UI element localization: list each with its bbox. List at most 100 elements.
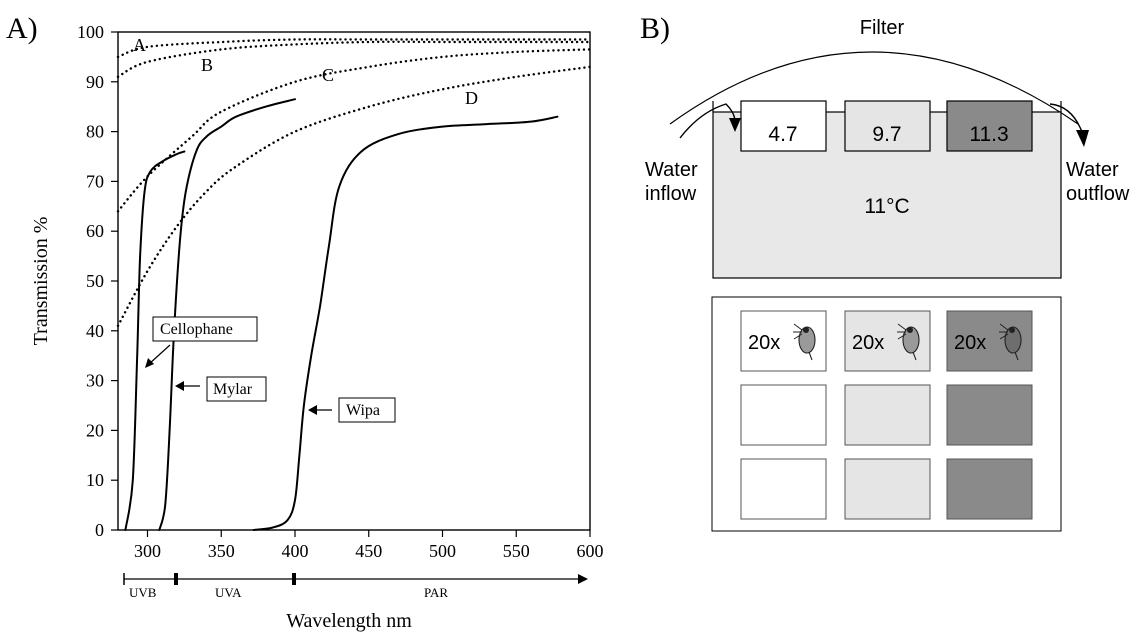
daphnia-eye	[803, 327, 809, 333]
jar-r2-c1	[740, 384, 827, 446]
jar-r2-c2	[844, 384, 931, 446]
temp-value-cold: 4.7	[768, 123, 797, 146]
daphnia-icon	[793, 323, 816, 361]
daphnia-antennae	[897, 323, 907, 340]
y-tick-label: 80	[86, 122, 104, 142]
callout-mylar-box	[206, 376, 267, 402]
daphnia-antennae	[793, 323, 803, 340]
series-wipa-line	[252, 115, 559, 531]
jar-r2-c3	[946, 384, 1033, 446]
jar-r3-c2	[844, 458, 931, 520]
y-tick-label: 20	[86, 420, 104, 440]
x-axis-label: Wavelength nm	[286, 610, 412, 632]
jar-r3-c1	[740, 458, 827, 520]
tank-temperature: 11°C	[864, 195, 909, 218]
panel-a-label: A)	[6, 12, 38, 45]
jar-r3-c3	[946, 458, 1033, 520]
y-tick-label: 70	[86, 171, 104, 191]
x-ticks: 300 350 400 450 500 550 600	[134, 530, 604, 561]
temp-box-warm	[946, 100, 1033, 152]
temp-value-warm: 11.3	[969, 123, 1008, 146]
series-b-line	[116, 40, 592, 78]
callout-mylar: Mylar	[175, 376, 267, 402]
outflow-arrow	[1049, 103, 1083, 133]
callout-wipa: Wipa	[308, 397, 396, 423]
jar-grid: 20x 20x 20x	[740, 310, 1033, 520]
water-inflow-line2: inflow	[645, 183, 697, 205]
callout-mylar-text: Mylar	[213, 381, 253, 398]
y-tick-label: 10	[86, 470, 104, 490]
x-tick-label: 450	[355, 541, 382, 561]
callout-cellophane: Cellophane	[145, 316, 258, 368]
x-tick-label: 550	[503, 541, 530, 561]
callout-cellophane-arrowhead	[145, 358, 154, 368]
y-tick-label: 50	[86, 271, 104, 291]
outflow-arrowhead	[1076, 130, 1089, 147]
band-tick-uva-par	[292, 573, 296, 585]
plot-frame	[117, 31, 591, 531]
x-tick-label: 400	[282, 541, 309, 561]
callout-wipa-arrowhead	[308, 405, 317, 415]
y-tick-label: 0	[95, 520, 104, 540]
y-tick-label: 30	[86, 371, 104, 391]
x-tick-label: 350	[208, 541, 235, 561]
jar-count-label: 20x	[852, 332, 884, 354]
filter-arc	[669, 51, 1079, 125]
jar-count-label: 20x	[748, 332, 780, 354]
series-c-line	[116, 48, 592, 213]
panel-a: A) 0 10 20 30 40 50 60 70 80 90 100 300 350 400 450 50…	[6, 12, 604, 632]
y-tick-label: 40	[86, 321, 104, 341]
daphnia-eye	[907, 327, 913, 333]
daphnia-antennae	[999, 323, 1009, 340]
band-bar-arrowhead	[578, 574, 588, 584]
curve-label-b: B	[201, 55, 213, 75]
band-tick-uvb-uva	[174, 573, 178, 585]
band-bar: UVB UVA PAR	[123, 573, 588, 600]
band-label-uvb: UVB	[129, 585, 157, 600]
filter-label: Filter	[860, 17, 905, 39]
curve-label-a: A	[133, 35, 146, 55]
band-label-uva: UVA	[215, 585, 242, 600]
daphnia-body	[798, 326, 816, 354]
callout-cellophane-text: Cellophane	[160, 321, 233, 338]
callout-cellophane-box	[152, 316, 258, 342]
daphnia-icon	[897, 323, 920, 361]
band-label-par: PAR	[424, 585, 448, 600]
water-outflow-line1: Water	[1066, 159, 1119, 181]
curve-label-d: D	[465, 88, 478, 108]
x-tick-label: 500	[429, 541, 456, 561]
callout-mylar-arrowhead	[175, 381, 184, 391]
series-a-line	[116, 38, 592, 59]
panel-b: B) Filter 4.7 9.7 11.3 Water inflow Wate…	[640, 12, 1130, 532]
y-tick-label: 60	[86, 221, 104, 241]
y-ticks: 0 10 20 30 40 50 60 70 80 90 100	[77, 22, 118, 540]
water-inflow-line1: Water	[645, 159, 698, 181]
series-cellophane-line	[124, 150, 186, 531]
inflow-arrowhead	[729, 118, 741, 132]
series-group	[116, 38, 592, 531]
water-outflow-line2: outflow	[1066, 183, 1130, 205]
daphnia-icon	[999, 323, 1022, 361]
daphnia-body	[1004, 326, 1022, 354]
daphnia-tail	[1014, 351, 1019, 361]
daphnia-tail	[808, 351, 813, 361]
daphnia-tail	[912, 351, 917, 361]
curve-label-c: C	[322, 65, 334, 85]
temp-box-medium	[844, 100, 931, 152]
jar-count-label: 20x	[954, 332, 986, 354]
panel-b-label: B)	[640, 12, 670, 45]
daphnia-eye	[1009, 327, 1015, 333]
y-axis-label: Transmission %	[30, 217, 52, 346]
callout-wipa-text: Wipa	[346, 402, 380, 419]
inflow-arrow	[679, 103, 736, 139]
y-tick-label: 100	[77, 22, 104, 42]
x-tick-label: 300	[134, 541, 161, 561]
temp-box-cold	[740, 100, 827, 152]
callout-wipa-box	[338, 397, 396, 423]
series-mylar-line	[158, 98, 296, 531]
series-d-line	[116, 65, 592, 327]
temp-value-medium: 9.7	[872, 123, 901, 146]
callout-cellophane-arrow	[148, 344, 171, 365]
x-tick-label: 600	[577, 541, 604, 561]
